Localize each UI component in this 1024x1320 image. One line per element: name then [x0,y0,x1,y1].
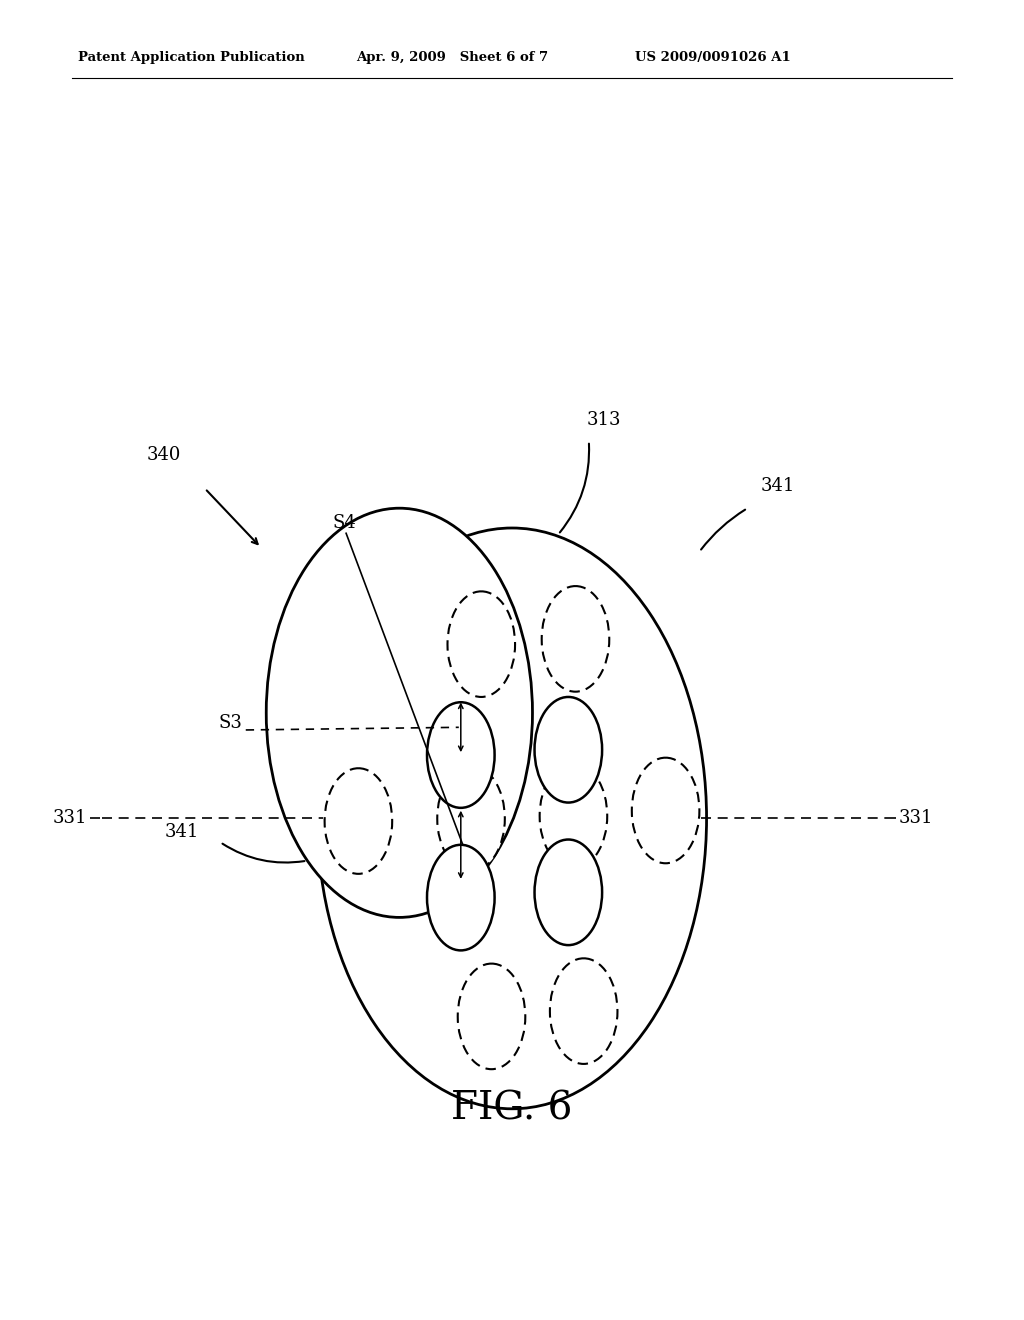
Text: S3: S3 [218,714,242,733]
Ellipse shape [550,958,617,1064]
Text: Patent Application Publication: Patent Application Publication [78,51,304,65]
Text: 331: 331 [899,809,934,828]
Text: 331: 331 [52,809,87,828]
Ellipse shape [427,702,495,808]
Ellipse shape [427,845,495,950]
Ellipse shape [317,528,707,1109]
Ellipse shape [540,763,607,869]
Ellipse shape [325,768,392,874]
Ellipse shape [437,766,505,871]
Text: Apr. 9, 2009   Sheet 6 of 7: Apr. 9, 2009 Sheet 6 of 7 [356,51,549,65]
Ellipse shape [458,964,525,1069]
Text: S4: S4 [333,513,356,532]
Text: 341: 341 [165,822,200,841]
Ellipse shape [542,586,609,692]
Ellipse shape [266,508,532,917]
Text: 341: 341 [761,477,796,495]
Text: US 2009/0091026 A1: US 2009/0091026 A1 [635,51,791,65]
Ellipse shape [632,758,699,863]
Text: 313: 313 [587,411,622,429]
Text: FIG. 6: FIG. 6 [452,1090,572,1127]
Ellipse shape [535,697,602,803]
Text: 340: 340 [146,446,181,465]
Ellipse shape [447,591,515,697]
Ellipse shape [535,840,602,945]
